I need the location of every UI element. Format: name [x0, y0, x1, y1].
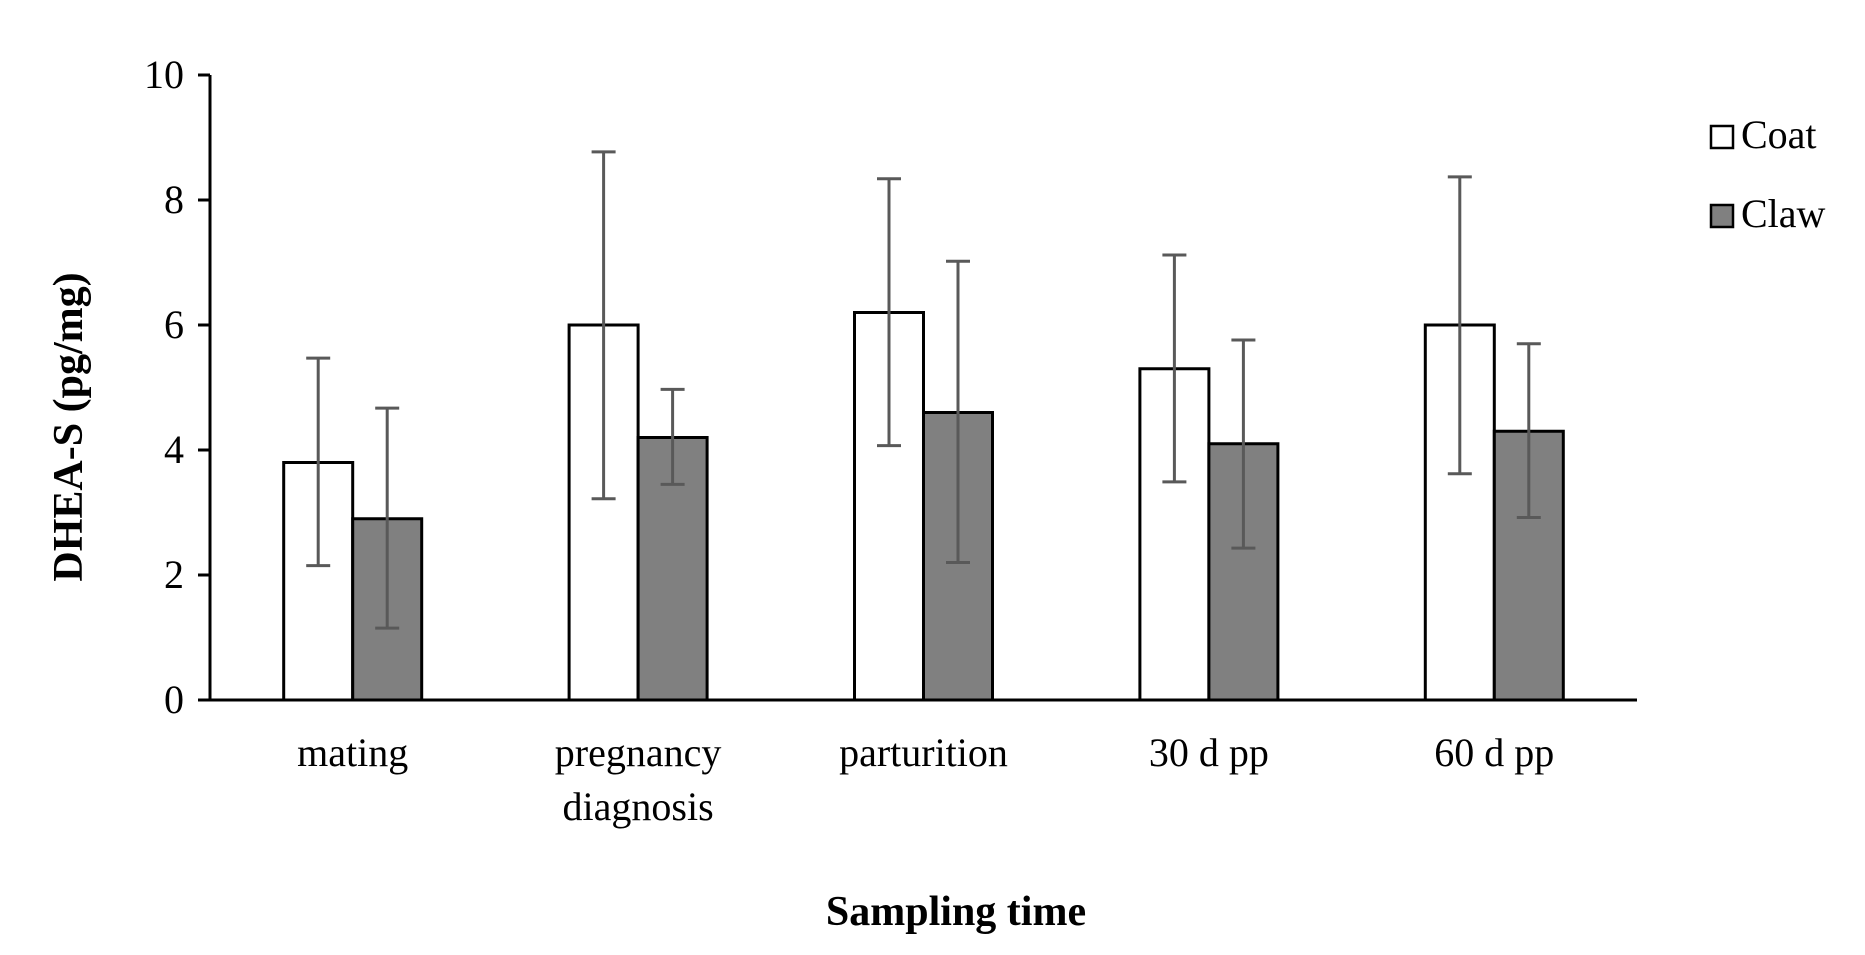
y-tick-label: 2 [164, 552, 184, 597]
x-tick-label-line: pregnancy [555, 730, 722, 775]
x-tick-label-line: mating [297, 730, 408, 775]
bar-claw-1 [636, 436, 709, 702]
error-bar-coat-0 [306, 356, 331, 568]
error-bar-coat-4 [1447, 175, 1472, 476]
y-axis-title: DHEA-S (pg/mg) [46, 272, 92, 581]
x-tick-label: mating [297, 730, 408, 775]
legend-swatch-coat [1709, 124, 1735, 150]
x-tick-label-line: 30 d pp [1149, 730, 1269, 775]
y-tick-label: 4 [164, 427, 184, 472]
y-tick-label: 8 [164, 177, 184, 222]
error-bar-coat-3 [1162, 253, 1187, 484]
error-bar-claw-0 [375, 406, 400, 630]
axes [198, 75, 1637, 702]
legend-label-coat: Coat [1741, 112, 1817, 157]
x-axis-tick-labels: mating pregnancy diagnosis parturition 30 d … [297, 730, 1554, 829]
error-bar-claw-1 [660, 387, 685, 486]
x-tick-label: 30 d pp [1149, 730, 1269, 775]
x-tick-label-line: diagnosis [563, 784, 714, 829]
legend-label-claw: Claw [1741, 191, 1826, 236]
plot-area [282, 150, 1565, 702]
legend: Coat Claw [1709, 112, 1826, 236]
x-axis-title: Sampling time [826, 889, 1086, 935]
x-tick-label: pregnancy diagnosis [555, 730, 722, 829]
x-tick-label: parturition [839, 730, 1008, 775]
x-tick-label-line: parturition [839, 730, 1008, 775]
x-tick-label: 60 d pp [1434, 730, 1554, 775]
x-tick-label-line: 60 d pp [1434, 730, 1554, 775]
y-tick-label: 0 [164, 677, 184, 722]
error-bar-coat-1 [591, 150, 616, 501]
error-bar-coat-2 [877, 177, 901, 448]
legend-swatch-claw [1709, 203, 1735, 229]
y-tick-label: 10 [144, 52, 184, 97]
error-bar-claw-3 [1231, 338, 1256, 550]
y-tick-label: 6 [164, 302, 184, 347]
y-axis-ticks: 0 2 4 6 8 10 [144, 52, 210, 722]
error-bar-claw-4 [1516, 342, 1541, 519]
error-bar-claw-2 [946, 259, 970, 564]
